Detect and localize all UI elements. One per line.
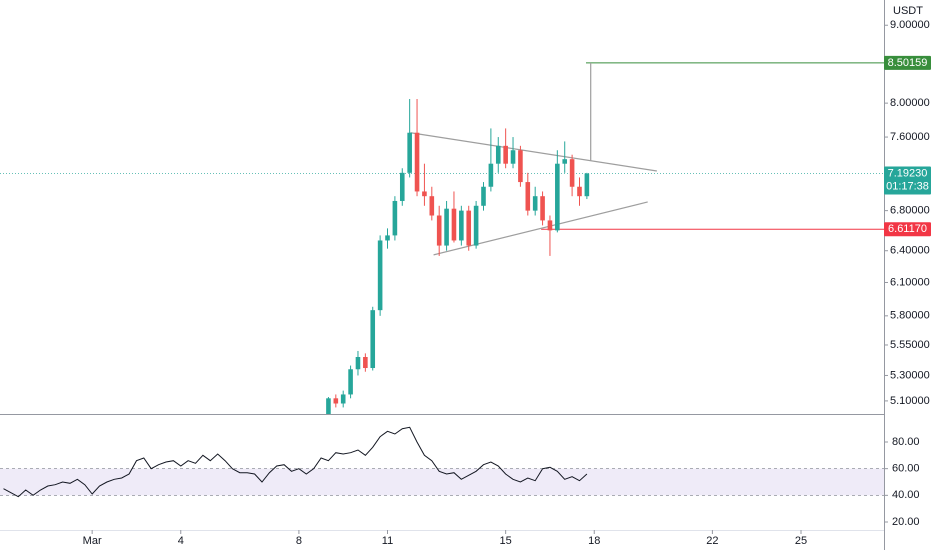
candle-body	[363, 357, 368, 369]
candle-body	[555, 163, 560, 231]
candle-body	[385, 235, 390, 241]
x-tick-label: 8	[296, 535, 302, 547]
candle-body	[584, 173, 590, 197]
candle-body	[518, 150, 523, 183]
candle-body	[407, 132, 412, 173]
price-label: 8.50159	[888, 57, 928, 69]
candle-body	[333, 398, 339, 404]
rsi-band	[0, 468, 884, 496]
candle-body	[399, 172, 405, 201]
price-label: 7.19230	[888, 167, 928, 179]
y-tick-label: 6.40000	[890, 245, 930, 257]
candle-body	[326, 398, 331, 414]
y-tick-label: 6.10000	[890, 276, 930, 288]
y-tick-label: 8.00000	[890, 97, 930, 109]
candle-body	[444, 208, 449, 246]
candle-body	[459, 210, 464, 241]
x-tick-label: 22	[706, 535, 718, 547]
candle-body	[488, 163, 494, 187]
candle-body	[392, 200, 398, 236]
axis-unit: USDT	[893, 5, 923, 17]
candle-body	[525, 182, 531, 211]
x-tick-label: 25	[795, 535, 807, 547]
candle-body	[540, 196, 545, 221]
trend-line	[433, 201, 648, 256]
y-tick-label: 60.00	[892, 463, 920, 475]
candle-body	[532, 196, 538, 211]
countdown: 01:17:38	[886, 180, 929, 192]
x-tick-label: Mar	[83, 535, 102, 547]
candle-body	[370, 310, 376, 369]
candle-body	[503, 145, 508, 164]
candle-body	[429, 196, 435, 216]
y-tick-label: 5.55000	[890, 339, 930, 351]
candle-body	[451, 208, 457, 241]
price-label-bg	[884, 222, 931, 237]
x-tick-label: 15	[500, 535, 512, 547]
x-tick-label: 11	[382, 535, 393, 547]
candle-body	[377, 240, 383, 311]
y-tick-label: 9.00000	[890, 19, 930, 31]
rsi-line	[3, 426, 588, 498]
y-tick-label: 20.00	[892, 516, 920, 528]
y-tick-label: 5.10000	[890, 395, 930, 407]
candle-body	[569, 159, 575, 187]
price-pane	[0, 62, 884, 414]
x-tick-label: 4	[178, 535, 184, 547]
candle-body	[562, 159, 568, 164]
candle-body	[355, 357, 361, 370]
candle-body	[436, 215, 442, 246]
trend-line	[410, 132, 657, 172]
candle-body	[495, 145, 501, 164]
y-tick-label: 80.00	[892, 436, 920, 448]
y-tick-label: 7.60000	[890, 131, 930, 143]
x-tick-label: 18	[588, 535, 600, 547]
price-label-bg	[884, 55, 931, 70]
y-tick-label: 6.80000	[890, 205, 930, 217]
y-tick-label: 5.80000	[890, 310, 930, 322]
y-tick-label: 5.30000	[890, 369, 930, 381]
candle-body	[340, 394, 346, 404]
candle-body	[422, 191, 427, 197]
candle-body	[547, 220, 553, 231]
candle-body	[577, 186, 582, 197]
candle-body	[510, 150, 516, 164]
candle-body	[466, 210, 472, 246]
candle-body	[348, 369, 353, 395]
price-label: 6.61170	[888, 223, 927, 235]
y-tick-label: 40.00	[892, 489, 920, 501]
candle-body	[473, 205, 479, 246]
candle-body	[414, 132, 420, 192]
price-label-bg	[884, 166, 931, 195]
candle-body	[481, 186, 486, 206]
